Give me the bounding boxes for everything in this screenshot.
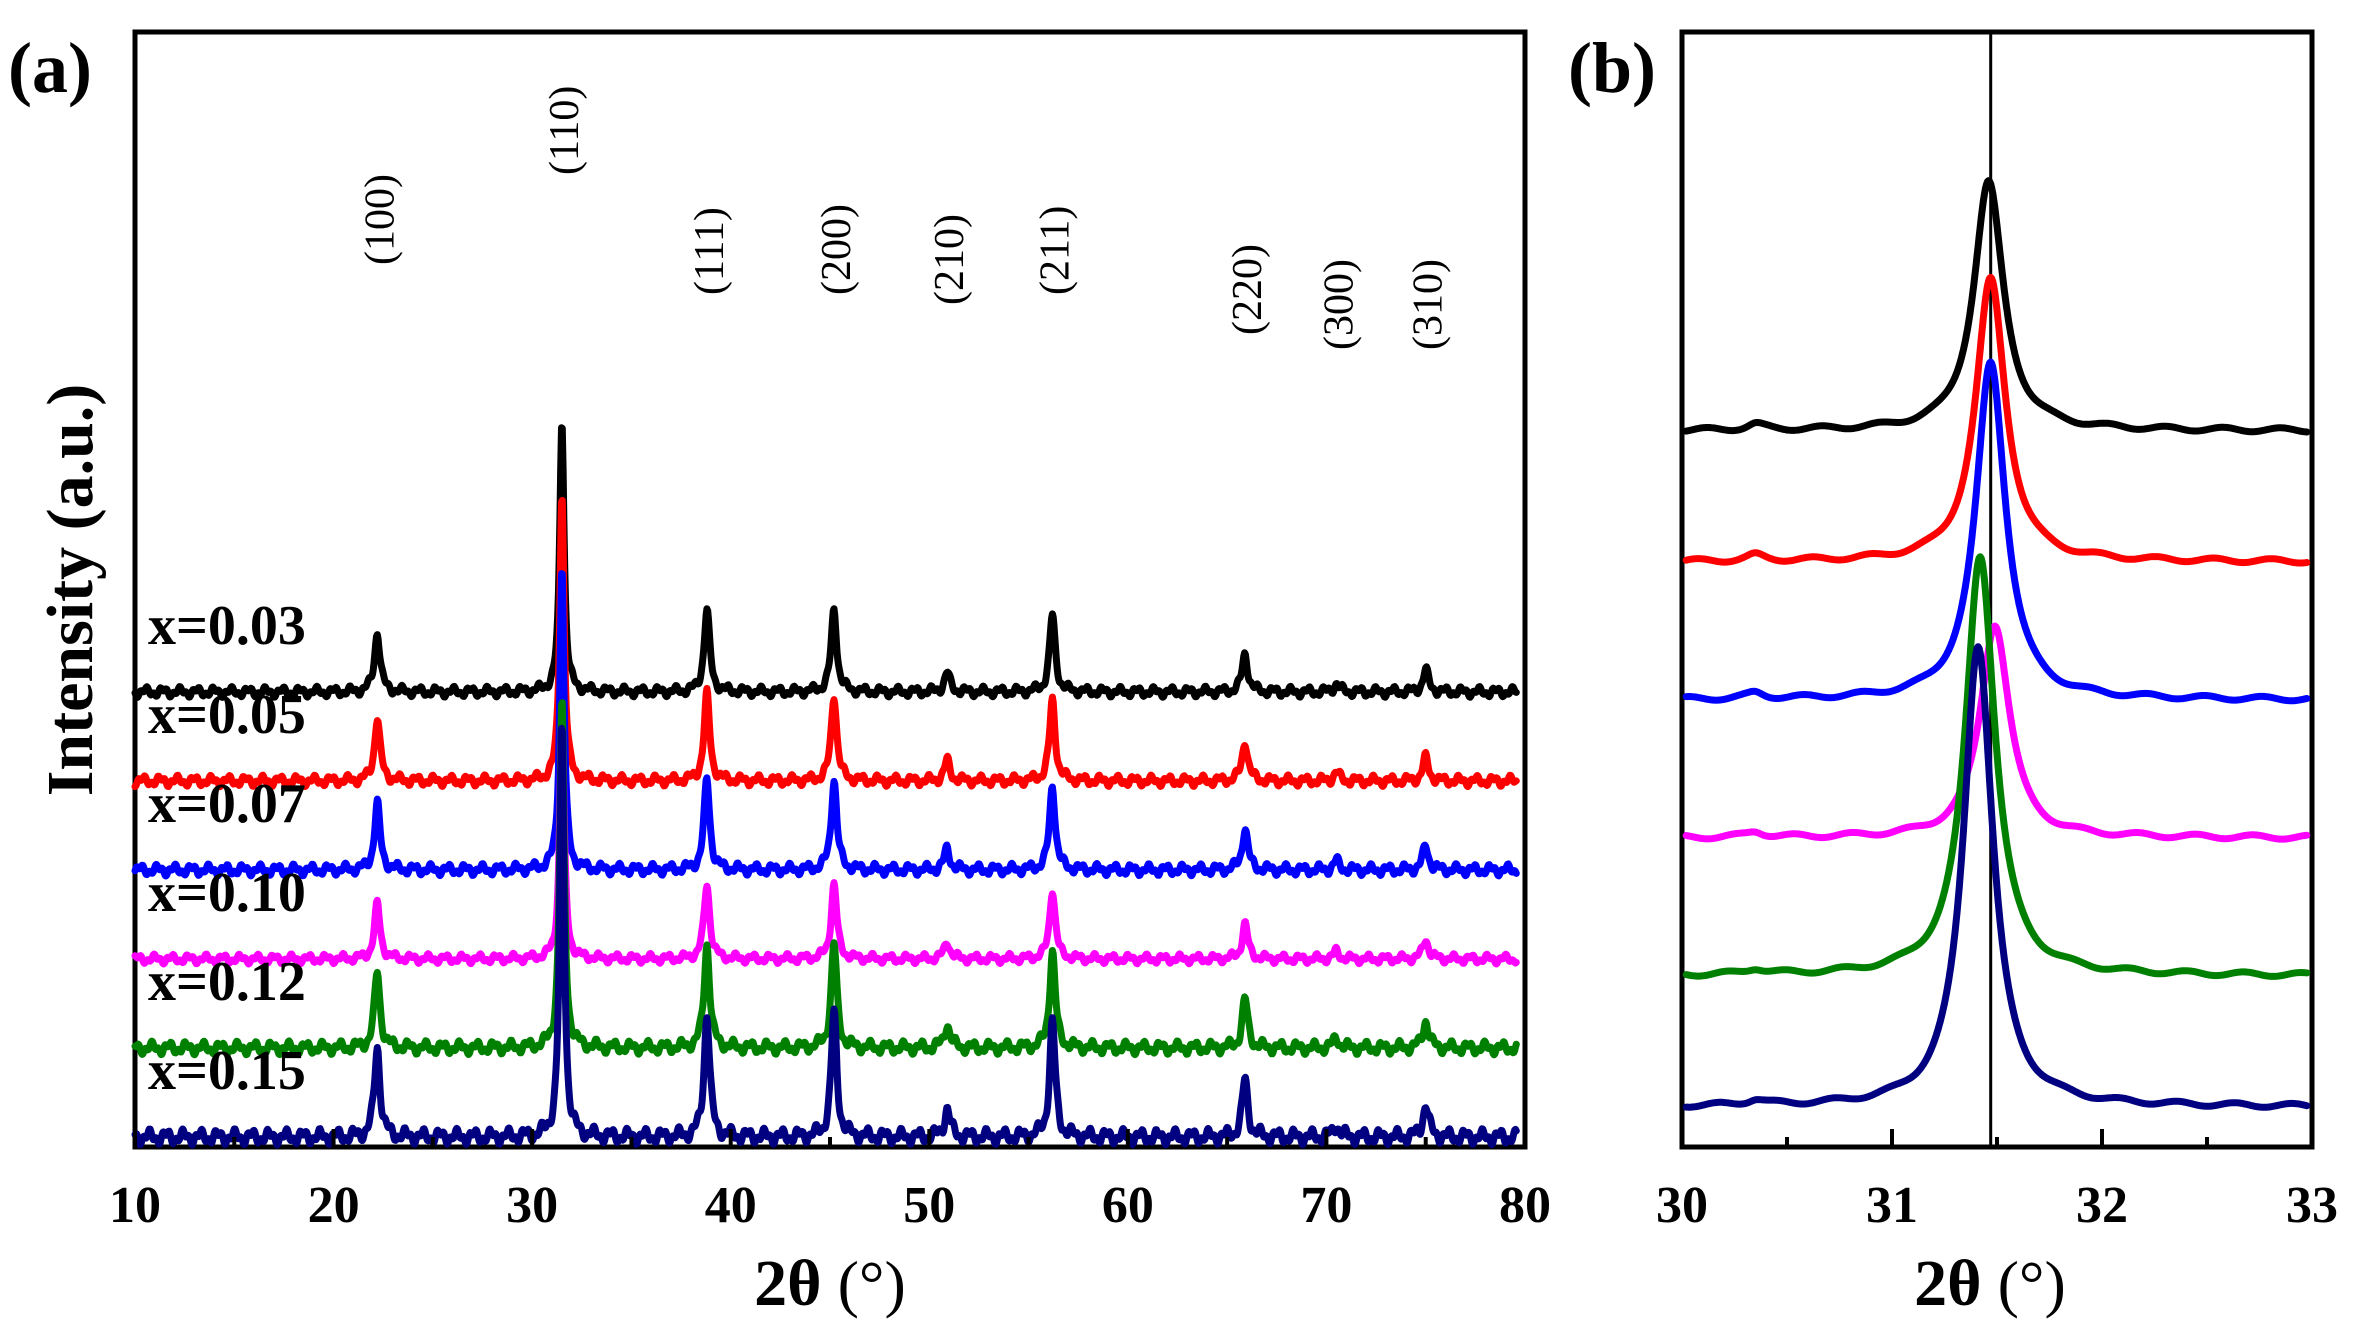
panel-a-y-axis-title: Intensity (a.u.) xyxy=(34,384,107,797)
peak-label-211: (211) xyxy=(1032,206,1078,295)
x-tick-label-50: 50 xyxy=(903,1177,955,1234)
panel-b-label: (b) xyxy=(1568,28,1656,108)
series-label-x-0-03: x=0.03 xyxy=(148,595,306,657)
peak-label-310: (310) xyxy=(1406,259,1452,350)
series-label-x-0-10: x=0.10 xyxy=(148,862,306,924)
panel-b-x-axis-title-unit: (°) xyxy=(1998,1248,2066,1319)
zoom-x-tick-label-30: 30 xyxy=(1656,1177,1708,1234)
trace-x-0-07 xyxy=(131,570,1520,880)
peak-label-300: (300) xyxy=(1316,259,1362,350)
series-label-x-0-07: x=0.07 xyxy=(148,773,306,835)
peak-label-111: (111) xyxy=(687,207,733,295)
x-tick-label-80: 80 xyxy=(1499,1177,1551,1234)
panel-b: (b) 30 31 32 33 2θ (°) xyxy=(1568,28,2338,1320)
x-tick-label-40: 40 xyxy=(705,1177,757,1234)
x-tick-label-30: 30 xyxy=(506,1177,558,1234)
panel-a-x-axis-title: 2θ (°) xyxy=(754,1247,906,1320)
trace-x-0-15 xyxy=(131,724,1520,1149)
zoom-trace-x-0-05 xyxy=(1682,273,2311,567)
trace-x-0-03 xyxy=(131,424,1520,701)
panel-a-x-ticks: 10 20 30 40 50 60 70 80 xyxy=(109,1129,1551,1234)
panel-b-x-axis-title: 2θ (°) xyxy=(1914,1247,2066,1320)
panel-b-x-axis-title-main: 2θ xyxy=(1914,1247,1981,1320)
x-tick-label-60: 60 xyxy=(1102,1177,1154,1234)
zoom-x-tick-label-33: 33 xyxy=(2286,1177,2338,1234)
peak-label-110: (110) xyxy=(542,86,588,175)
series-label-x-0-12: x=0.12 xyxy=(148,951,306,1013)
x-tick-label-20: 20 xyxy=(308,1177,360,1234)
zoom-trace-x-0-15 xyxy=(1682,643,2311,1111)
series-label-x-0-15: x=0.15 xyxy=(148,1040,306,1102)
panel-b-traces xyxy=(1682,177,2311,1111)
panel-a-x-axis-title-unit: (°) xyxy=(838,1248,906,1319)
panel-a-label: (a) xyxy=(8,28,92,108)
peak-label-220: (220) xyxy=(1225,244,1271,335)
x-tick-label-70: 70 xyxy=(1300,1177,1352,1234)
zoom-x-tick-label-32: 32 xyxy=(2076,1177,2128,1234)
x-tick-label-10: 10 xyxy=(109,1177,161,1234)
trace-x-0-12 xyxy=(131,699,1520,1059)
zoom-trace-x-0-10 xyxy=(1682,622,2311,843)
panel-a-series-labels: x=0.03 x=0.05 x=0.07 x=0.10 x=0.12 x=0.15 xyxy=(148,595,306,1102)
peak-label-210: (210) xyxy=(927,214,973,305)
trace-x-0-05 xyxy=(131,497,1520,791)
panel-a: (a) (100)(110)(111) (200) (210) (211) (220)(… xyxy=(8,28,1551,1320)
panel-a-x-axis-title-main: 2θ xyxy=(754,1247,821,1320)
trace-x-0-10 xyxy=(131,711,1520,968)
zoom-trace-x-0-12 xyxy=(1682,553,2311,980)
zoom-trace-x-0-03 xyxy=(1682,177,2311,436)
panel-b-x-ticks: 30 31 32 33 xyxy=(1656,1129,2338,1234)
series-label-x-0-05: x=0.05 xyxy=(148,684,306,746)
peak-label-200: (200) xyxy=(814,204,860,295)
zoom-x-tick-label-31: 31 xyxy=(1866,1177,1918,1234)
peak-label-100: (100) xyxy=(357,174,403,265)
zoom-trace-x-0-07 xyxy=(1682,358,2311,705)
panel-a-peak-labels: (100) (110) (111) (200) (210) (211) (220) (300)… xyxy=(357,86,1451,350)
panel-a-traces xyxy=(131,424,1520,1149)
